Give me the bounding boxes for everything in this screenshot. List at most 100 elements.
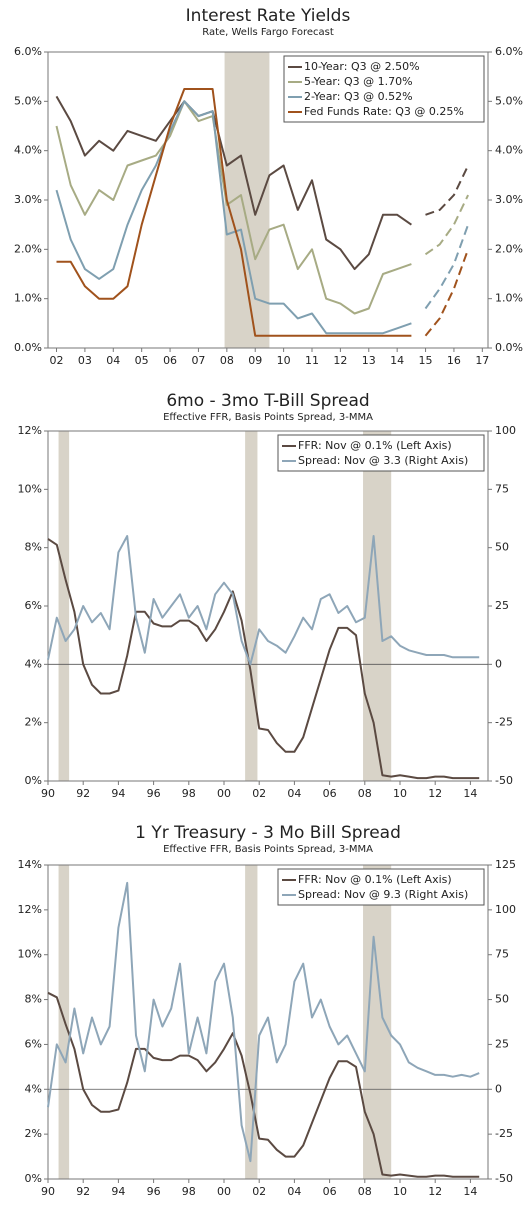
series-line — [424, 224, 470, 310]
chart-title: 1 Yr Treasury - 3 Mo Bill Spread — [135, 823, 401, 843]
series-line — [47, 881, 480, 1163]
y2-tick-label: -25 — [495, 1127, 513, 1140]
plot-frame — [47, 864, 489, 1180]
y-tick-label: 4% — [25, 1082, 42, 1095]
plot-frame — [47, 430, 489, 782]
x-tick-label: 94 — [111, 787, 125, 800]
legend-label: 10-Year: Q3 @ 2.50% — [304, 60, 420, 73]
y2-tick-label: 75 — [495, 482, 509, 495]
series-line — [55, 95, 412, 271]
y2-tick-label: 50 — [495, 541, 509, 554]
y2-tick-label: 25 — [495, 1037, 509, 1050]
y2-tick-label: 6.0% — [495, 45, 523, 58]
x-tick-label: 12 — [428, 1185, 442, 1198]
x-tick-label: 13 — [362, 354, 376, 367]
y-tick-label: 10% — [18, 948, 42, 961]
y2-tick-label: 2.0% — [495, 242, 523, 255]
y-tick-label: 14% — [18, 858, 42, 871]
x-tick-label: 06 — [323, 787, 337, 800]
x-tick-label: 08 — [358, 1185, 372, 1198]
x-tick-label: 10 — [393, 1185, 407, 1198]
x-tick-label: 02 — [252, 1185, 266, 1198]
x-tick-label: 04 — [287, 787, 301, 800]
legend-label: 2-Year: Q3 @ 0.52% — [304, 90, 413, 103]
x-tick-label: 11 — [305, 354, 319, 367]
y-tick-label: 4% — [25, 657, 42, 670]
y2-tick-label: 3.0% — [495, 193, 523, 206]
chart-subtitle: Effective FFR, Basis Points Spread, 3-MM… — [163, 412, 373, 423]
y-tick-label: 8% — [25, 541, 42, 554]
y-tick-label: 0.0% — [14, 341, 42, 354]
x-tick-label: 90 — [41, 1185, 55, 1198]
y2-tick-label: 0.0% — [495, 341, 523, 354]
y2-tick-label: 1.0% — [495, 292, 523, 305]
recession-shading — [245, 431, 258, 781]
y2-tick-label: 50 — [495, 993, 509, 1006]
legend-label: 5-Year: Q3 @ 1.70% — [304, 75, 413, 88]
x-tick-label: 90 — [41, 787, 55, 800]
y2-tick-label: 75 — [495, 948, 509, 961]
x-tick-label: 14 — [463, 1185, 477, 1198]
y2-tick-label: 5.0% — [495, 94, 523, 107]
series-line — [47, 535, 480, 666]
x-tick-label: 16 — [447, 354, 461, 367]
y-tick-label: 6% — [25, 1037, 42, 1050]
x-tick-label: 17 — [475, 354, 489, 367]
x-tick-label: 08 — [220, 354, 234, 367]
x-tick-label: 96 — [147, 787, 161, 800]
legend-label: Spread: Nov @ 3.3 (Right Axis) — [298, 454, 468, 467]
x-tick-label: 04 — [287, 1185, 301, 1198]
chart-subtitle: Rate, Wells Fargo Forecast — [202, 27, 334, 38]
y-tick-label: 12% — [18, 903, 42, 916]
y2-tick-label: 0 — [495, 657, 502, 670]
y-tick-label: 1.0% — [14, 292, 42, 305]
x-tick-label: 94 — [111, 1185, 125, 1198]
x-tick-label: 12 — [333, 354, 347, 367]
y-tick-label: 6% — [25, 599, 42, 612]
series-line — [47, 538, 480, 780]
y-tick-label: 6.0% — [14, 45, 42, 58]
x-tick-label: 05 — [135, 354, 149, 367]
y-tick-label: 12% — [18, 424, 42, 437]
legend-label: Spread: Nov @ 9.3 (Right Axis) — [298, 888, 468, 901]
y2-tick-label: 100 — [495, 424, 516, 437]
x-tick-label: 06 — [163, 354, 177, 367]
x-tick-label: 06 — [323, 1185, 337, 1198]
x-tick-label: 15 — [419, 354, 433, 367]
x-tick-label: 09 — [248, 354, 262, 367]
chart-subtitle: Effective FFR, Basis Points Spread, 3-MM… — [163, 844, 373, 855]
x-tick-label: 07 — [191, 354, 205, 367]
recession-shading — [58, 431, 70, 781]
chart-title: 6mo - 3mo T-Bill Spread — [166, 391, 369, 411]
y-tick-label: 4.0% — [14, 144, 42, 157]
legend-label: FFR: Nov @ 0.1% (Left Axis) — [298, 873, 452, 886]
y-tick-label: 5.0% — [14, 94, 42, 107]
x-tick-label: 08 — [358, 787, 372, 800]
series-line — [425, 165, 470, 216]
x-tick-label: 03 — [78, 354, 92, 367]
series-line — [56, 88, 412, 337]
series-line — [424, 194, 470, 256]
y-tick-label: 2.0% — [14, 242, 42, 255]
recession-shading — [245, 865, 258, 1179]
recession-shading — [363, 431, 392, 781]
legend-box — [283, 55, 485, 123]
series-line — [55, 100, 412, 335]
y2-tick-label: -25 — [495, 716, 513, 729]
y-tick-label: 0% — [25, 774, 42, 787]
y-tick-label: 3.0% — [14, 193, 42, 206]
x-tick-label: 00 — [217, 1185, 231, 1198]
x-tick-label: 98 — [182, 1185, 196, 1198]
y-tick-label: 8% — [25, 993, 42, 1006]
y-tick-label: 10% — [18, 482, 42, 495]
series-line — [55, 100, 412, 315]
y2-tick-label: 25 — [495, 599, 509, 612]
x-tick-label: 12 — [428, 787, 442, 800]
x-tick-label: 92 — [76, 787, 90, 800]
y-tick-label: 2% — [25, 716, 42, 729]
y2-tick-label: 4.0% — [495, 144, 523, 157]
x-tick-label: 04 — [106, 354, 120, 367]
legend-label: FFR: Nov @ 0.1% (Left Axis) — [298, 439, 452, 452]
legend-box — [277, 434, 485, 472]
